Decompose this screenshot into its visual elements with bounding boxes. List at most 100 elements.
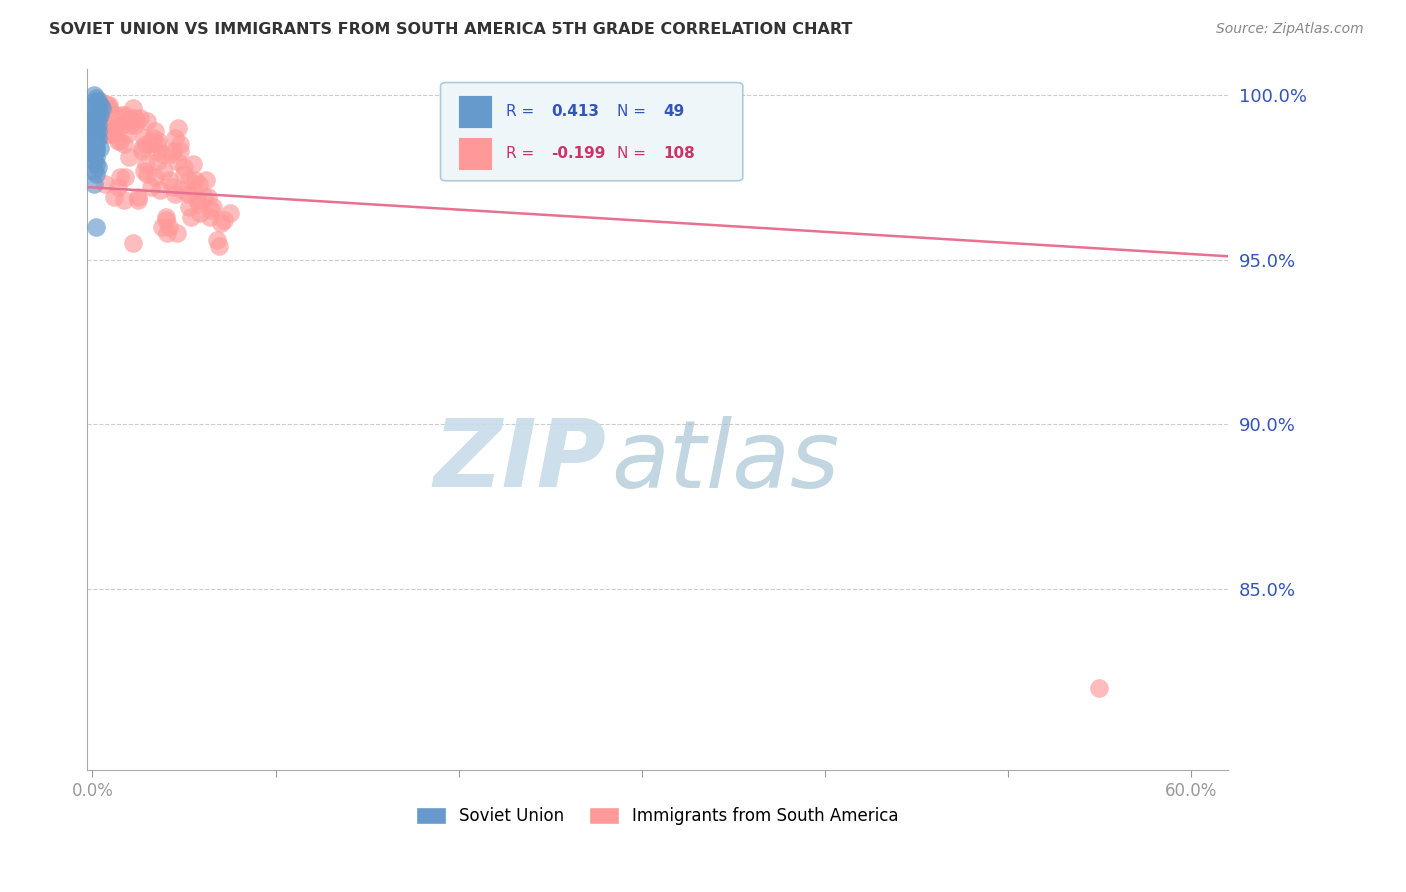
Point [209,216,232,230]
Text: atlas: atlas [612,416,839,507]
FancyBboxPatch shape [457,95,492,128]
Point [83,153,105,168]
Text: SOVIET UNION VS IMMIGRANTS FROM SOUTH AMERICA 5TH GRADE CORRELATION CHART: SOVIET UNION VS IMMIGRANTS FROM SOUTH AM… [49,22,852,37]
Point [176,186,198,201]
Point [83,120,105,135]
Point [84,118,107,132]
Point [83,114,105,128]
Point [108,170,131,185]
Point [87,111,110,125]
Point [115,128,138,142]
Point [83,144,105,158]
Point [181,183,204,197]
Point [84,219,107,234]
Point [139,180,162,194]
Point [173,167,195,181]
Point [148,153,170,168]
Point [155,210,177,224]
Point [157,219,180,234]
Point [83,101,105,115]
Point [208,239,231,253]
Point [169,144,191,158]
Point [84,140,107,154]
Point [166,153,188,168]
Legend: Soviet Union, Immigrants from South America: Soviet Union, Immigrants from South Amer… [416,806,898,825]
Point [153,163,176,178]
Point [163,186,186,201]
Text: R =: R = [506,146,534,161]
Point [157,173,180,187]
Point [145,144,167,158]
Point [180,210,202,224]
Point [1088,681,1111,695]
Point [101,120,124,135]
Point [90,104,112,119]
Point [101,128,124,142]
Point [143,124,166,138]
Point [89,97,111,112]
Point [83,128,105,142]
Point [83,97,105,112]
Point [112,193,135,207]
Point [87,97,110,112]
Text: -0.199: -0.199 [551,146,606,161]
Point [145,137,167,152]
Point [111,108,134,122]
Point [84,134,107,148]
Point [84,108,107,122]
Point [105,120,128,135]
Point [89,95,111,109]
Point [163,130,186,145]
Point [162,180,184,194]
Point [84,111,107,125]
Point [84,144,107,158]
Text: Source: ZipAtlas.com: Source: ZipAtlas.com [1216,22,1364,37]
Point [166,226,188,240]
Point [143,170,166,185]
Point [138,137,160,152]
Point [142,130,165,145]
Point [156,226,179,240]
Point [83,177,105,191]
Point [83,111,105,125]
Point [87,108,110,122]
Point [87,124,110,138]
Point [87,161,110,175]
Point [107,134,129,148]
Point [114,108,136,122]
Point [89,97,111,112]
Point [84,120,107,135]
Point [84,114,107,128]
Point [118,151,141,165]
Point [89,140,111,154]
Point [200,203,222,218]
Point [124,111,146,125]
Point [84,128,107,142]
Point [84,137,107,152]
Point [127,190,149,204]
Point [134,137,156,152]
Point [83,108,105,122]
Text: 0.413: 0.413 [551,104,599,120]
Point [125,114,148,128]
Point [129,111,152,125]
Point [162,144,184,158]
Point [83,130,105,145]
Point [84,104,107,119]
Point [134,157,156,171]
Point [93,120,115,135]
Point [84,120,107,135]
Text: 108: 108 [664,146,695,161]
Point [112,137,135,152]
Point [84,95,107,109]
Point [148,134,170,148]
Point [87,104,110,119]
Point [121,101,143,115]
Point [87,118,110,132]
Point [89,108,111,122]
Point [160,147,183,161]
Point [167,120,190,135]
Point [131,140,153,154]
Point [96,128,118,142]
Point [97,101,120,115]
